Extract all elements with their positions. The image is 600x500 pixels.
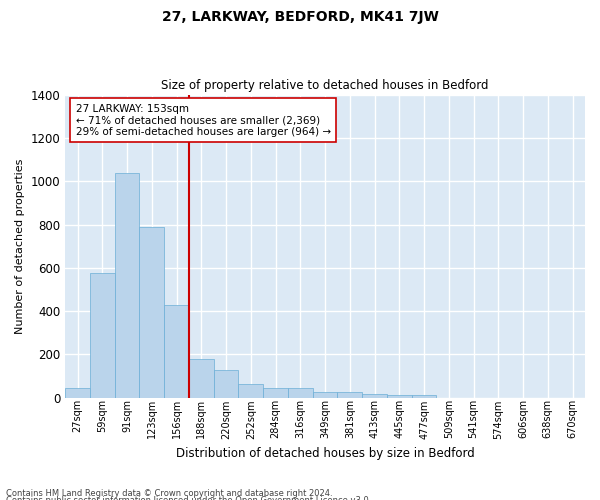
- Bar: [387, 395, 412, 398]
- Text: 27, LARKWAY, BEDFORD, MK41 7JW: 27, LARKWAY, BEDFORD, MK41 7JW: [161, 10, 439, 24]
- Bar: [337, 392, 362, 398]
- Bar: [189, 359, 214, 398]
- X-axis label: Distribution of detached houses by size in Bedford: Distribution of detached houses by size …: [176, 447, 475, 460]
- Text: Contains public sector information licensed under the Open Government Licence v3: Contains public sector information licen…: [6, 496, 371, 500]
- Y-axis label: Number of detached properties: Number of detached properties: [15, 158, 25, 334]
- Bar: [412, 395, 436, 398]
- Text: Contains HM Land Registry data © Crown copyright and database right 2024.: Contains HM Land Registry data © Crown c…: [6, 488, 332, 498]
- Bar: [313, 392, 337, 398]
- Bar: [90, 272, 115, 398]
- Bar: [263, 388, 288, 398]
- Bar: [214, 370, 238, 398]
- Bar: [238, 384, 263, 398]
- Bar: [139, 226, 164, 398]
- Bar: [362, 394, 387, 398]
- Title: Size of property relative to detached houses in Bedford: Size of property relative to detached ho…: [161, 79, 489, 92]
- Bar: [65, 388, 90, 398]
- Text: 27 LARKWAY: 153sqm
← 71% of detached houses are smaller (2,369)
29% of semi-deta: 27 LARKWAY: 153sqm ← 71% of detached hou…: [76, 104, 331, 137]
- Bar: [164, 306, 189, 398]
- Bar: [288, 388, 313, 398]
- Bar: [115, 173, 139, 398]
